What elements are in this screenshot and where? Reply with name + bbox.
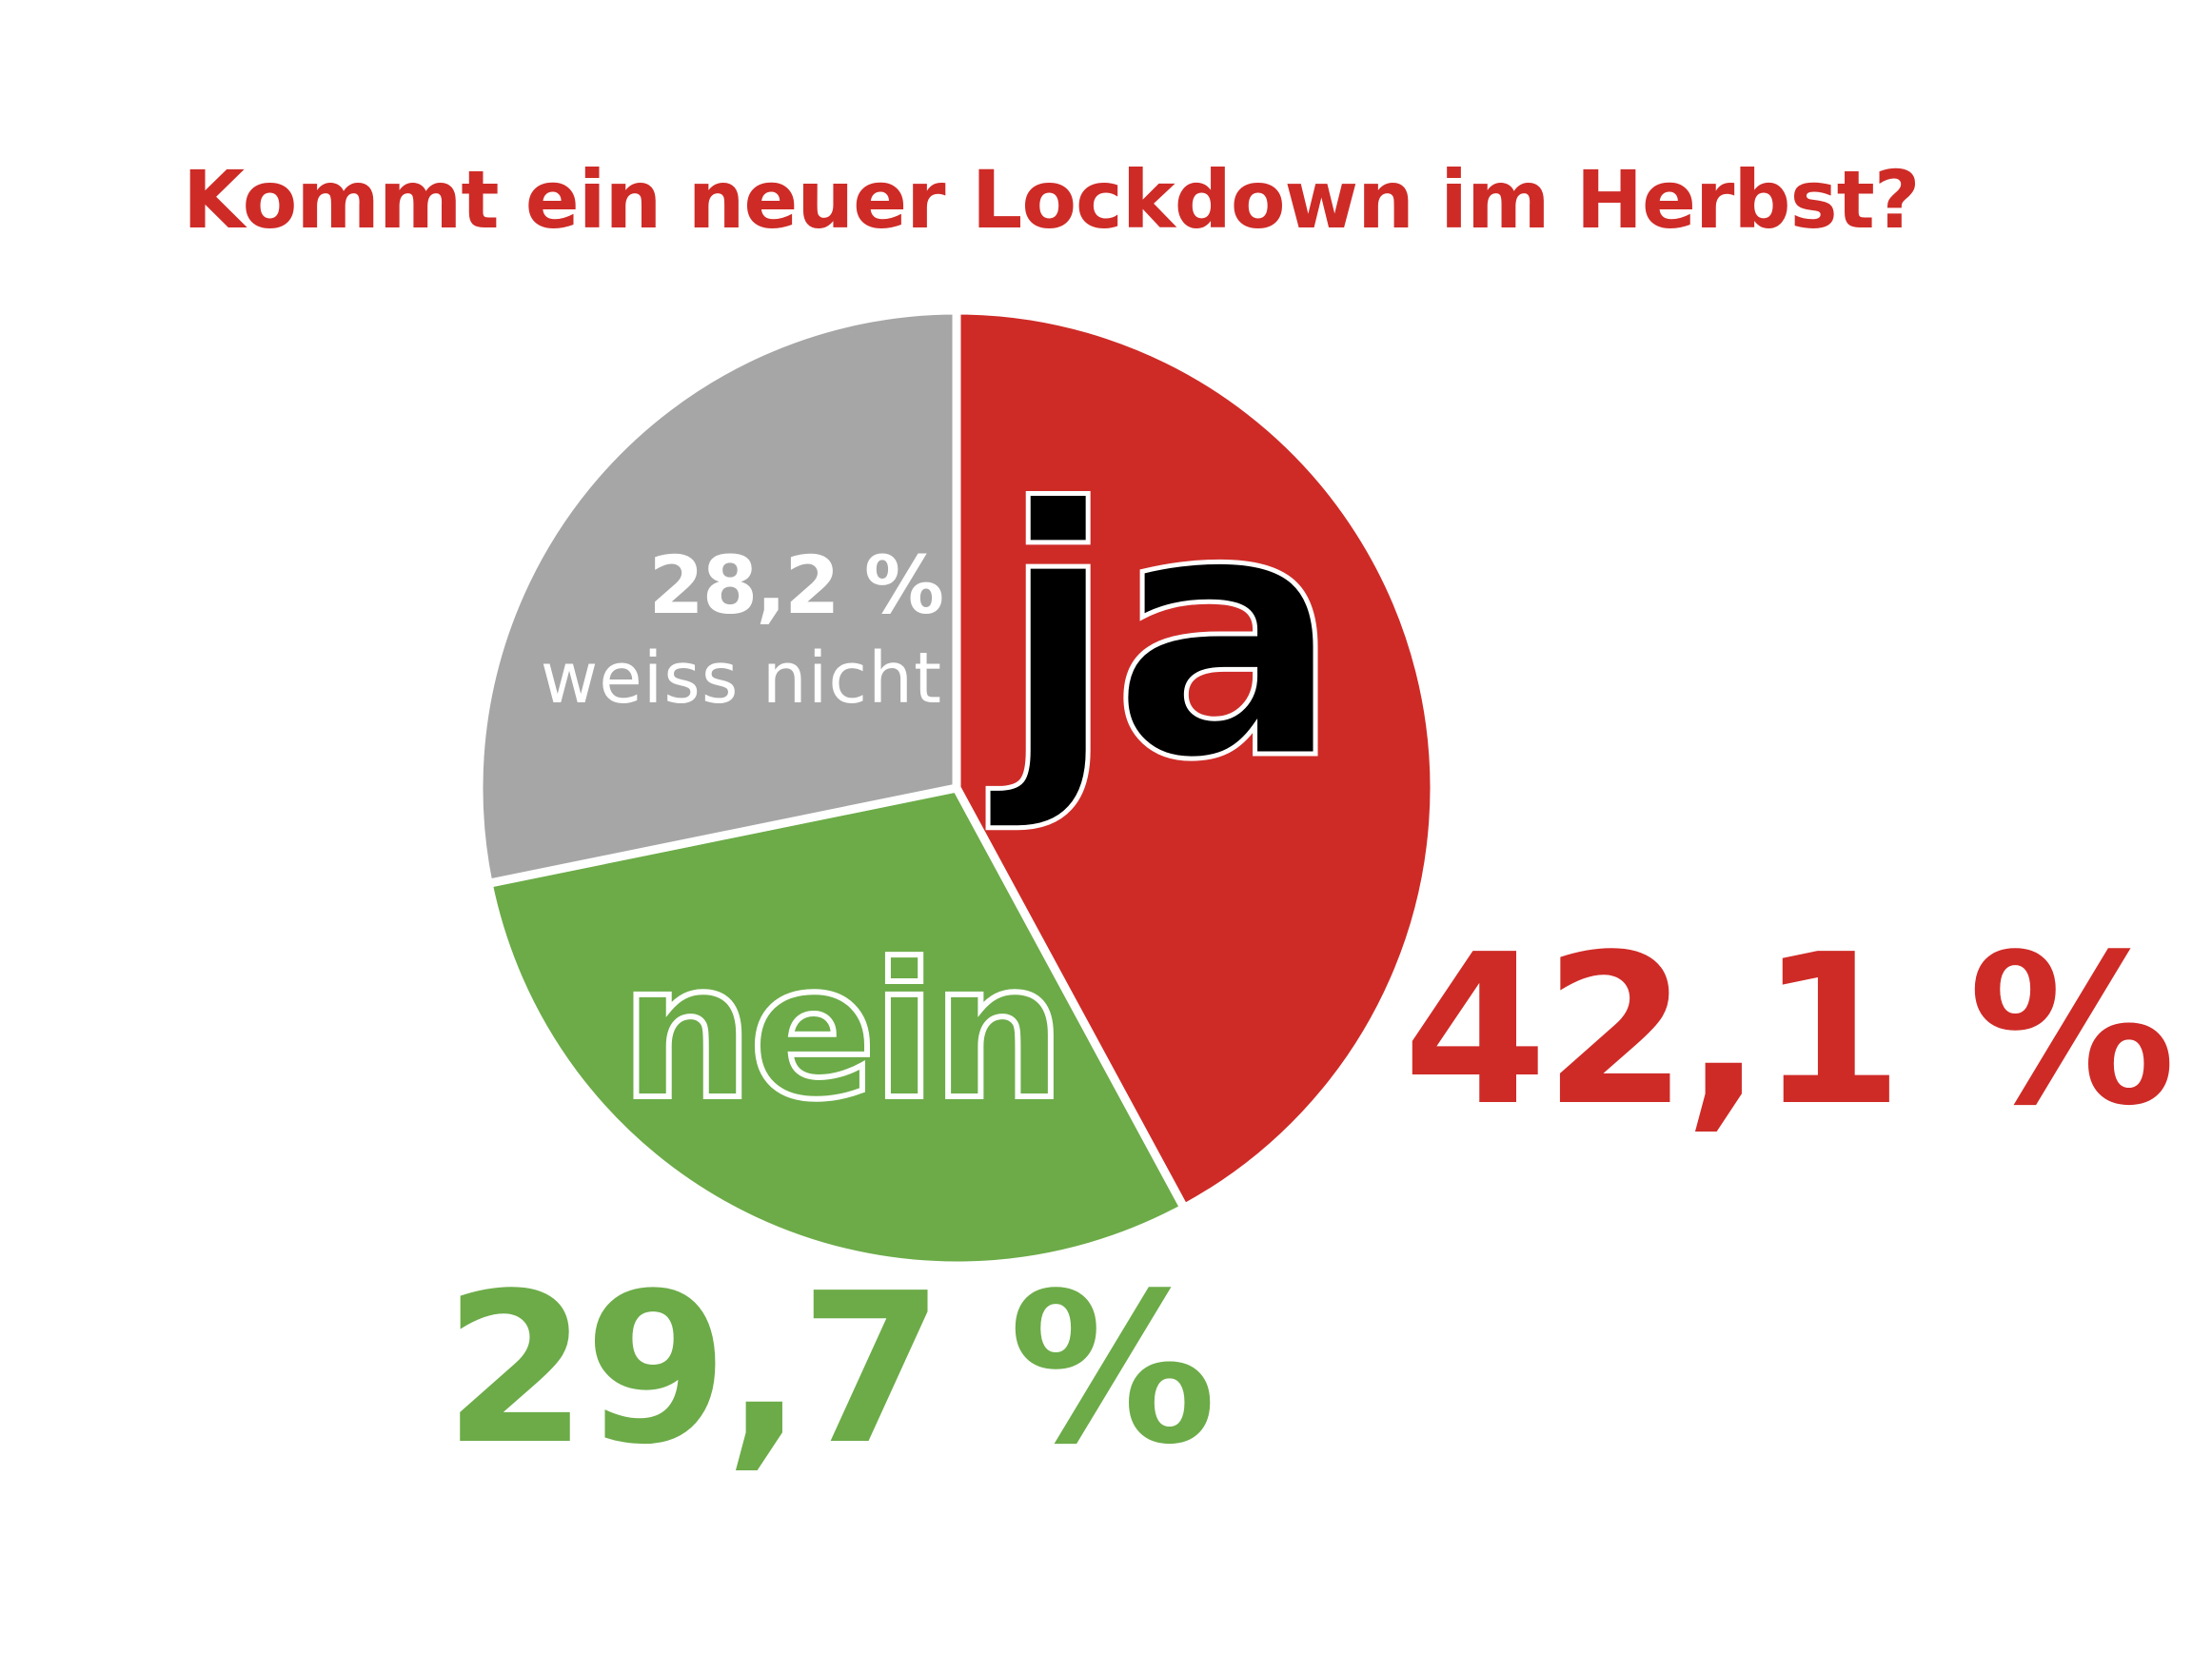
- pie-slice-nein: [484, 783, 1189, 1270]
- slice-value-ja: 42,1 %: [1403, 911, 2172, 1152]
- chart-title: Kommt ein neuer Lockdown im Herbst?: [183, 153, 1920, 246]
- pie-slice-weiss-nicht: [474, 305, 961, 888]
- pie-slice-ja: [952, 305, 1439, 1212]
- slice-label-weiss-nicht: weiss nicht: [541, 638, 942, 719]
- slice-value-weiss-nicht: 28,2 %: [648, 539, 942, 632]
- slice-label-ja: ja: [983, 436, 1336, 835]
- slice-label-nein: nein: [621, 924, 1061, 1141]
- slice-value-nein: 29,7 %: [444, 1250, 1213, 1490]
